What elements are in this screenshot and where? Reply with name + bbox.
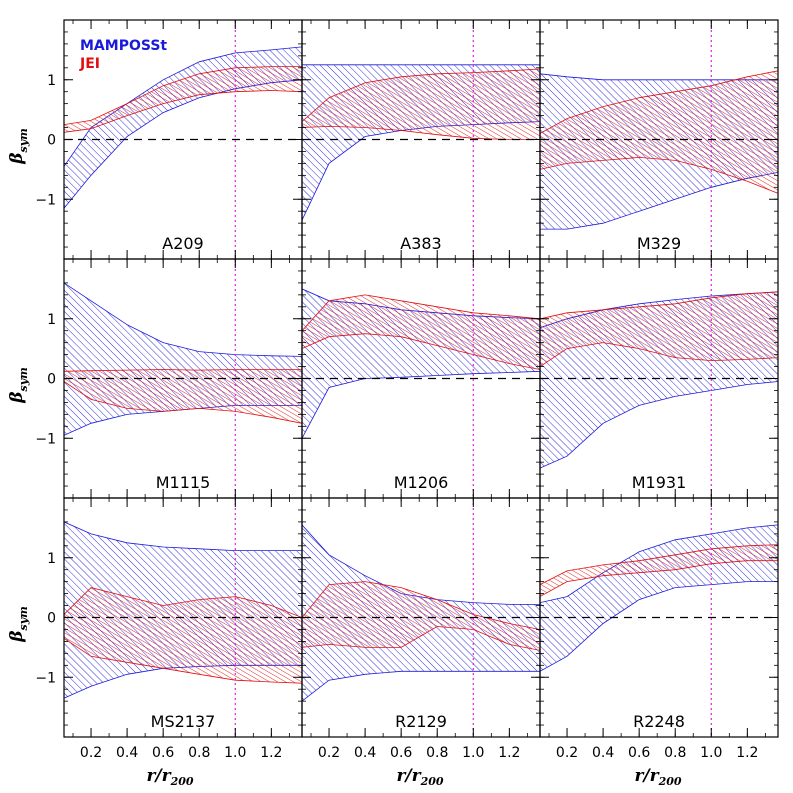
x-tick-label: 0.2 — [318, 745, 340, 761]
y-axis-title-main: β — [7, 630, 27, 642]
panel-MS2137: −1 0 1 0.2 0.4 0.6 0.8 1.0 1.2 MS2137 — [35, 497, 303, 761]
svg-text:βsym: βsym — [7, 128, 30, 165]
svg-text:βsym: βsym — [7, 367, 30, 404]
panel-label: A383 — [400, 234, 441, 253]
y-axis-title-sub: sym — [17, 128, 30, 152]
x-tick-label: 1.2 — [498, 745, 520, 761]
x-tick-label: 0.2 — [80, 745, 102, 761]
panel-label: M1206 — [394, 473, 449, 492]
plot-area — [64, 20, 302, 259]
panel-A209: −1 0 1 A209 — [35, 19, 303, 260]
x-tick-label: 0.8 — [664, 745, 686, 761]
plot-area — [540, 20, 778, 259]
x-axis-title-sub: 200 — [420, 775, 444, 788]
x-axis-title-main: r/r — [634, 766, 659, 786]
panel-label: R2248 — [633, 712, 685, 731]
x-axis-title-sub: 200 — [170, 775, 194, 788]
y-tick-label: −1 — [35, 670, 56, 686]
x-tick-label: 0.4 — [592, 745, 614, 761]
y-tick-label: 0 — [47, 372, 56, 388]
jei-band — [302, 581, 540, 651]
panel-A383: A383 — [301, 19, 541, 260]
x-axis-title-col-1: r/r200 — [146, 766, 193, 788]
jei-band — [302, 294, 540, 370]
svg-text:βsym: βsym — [7, 606, 30, 643]
plot-area — [64, 259, 302, 498]
x-tick-label: 0.2 — [556, 745, 578, 761]
x-tick-label: 1.0 — [462, 745, 484, 761]
y-axis-title-sub: sym — [17, 367, 30, 391]
jei-band — [540, 291, 778, 368]
x-axis-title-main: r/r — [396, 766, 421, 786]
plot-area — [540, 259, 778, 498]
panel-M329: M329 — [539, 19, 779, 260]
panel-M1115: −1 0 1 M1115 — [35, 258, 303, 499]
y-tick-label: −1 — [35, 431, 56, 447]
y-axis-title-main: β — [7, 391, 27, 403]
y-axis-title-row-3: βsym — [7, 606, 30, 643]
x-axis-title-sub: 200 — [658, 775, 682, 788]
x-tick-label: 0.4 — [116, 745, 138, 761]
plot-area — [302, 20, 540, 259]
x-tick-label: 1.0 — [700, 745, 722, 761]
y-tick-label: 0 — [47, 133, 56, 149]
y-axis-title-sub: sym — [17, 606, 30, 630]
panel-label: R2129 — [395, 712, 447, 731]
x-tick-label: 1.2 — [260, 745, 282, 761]
panel-label: M1931 — [632, 473, 687, 492]
legend-jei: JEI — [79, 56, 100, 72]
y-tick-label: 0 — [47, 611, 56, 627]
svg-text:r/r200: r/r200 — [146, 766, 193, 788]
x-tick-label: 0.4 — [354, 745, 376, 761]
jei-band — [64, 369, 302, 424]
panel-R2248: 0.2 0.4 0.6 0.8 1.0 1.2 R2248 — [539, 497, 779, 761]
y-axis-title-row-1: βsym — [7, 128, 30, 165]
x-tick-label: 1.2 — [736, 745, 758, 761]
svg-text:r/r200: r/r200 — [396, 766, 443, 788]
x-axis-title-main: r/r — [146, 766, 171, 786]
x-tick-label: 0.8 — [188, 745, 210, 761]
panel-M1931: M1931 — [539, 258, 779, 499]
panel-label: MS2137 — [151, 712, 216, 731]
plot-area — [64, 498, 302, 737]
y-tick-label: 1 — [47, 551, 56, 567]
plot-area — [302, 498, 540, 737]
y-tick-label: 1 — [47, 73, 56, 89]
plot-area — [302, 259, 540, 498]
x-axis-title-col-3: r/r200 — [634, 766, 681, 788]
x-tick-label: 0.6 — [152, 745, 174, 761]
y-axis-title-row-2: βsym — [7, 367, 30, 404]
jei-band — [540, 544, 778, 598]
jei-band — [540, 70, 778, 194]
jei-band — [64, 66, 302, 133]
x-tick-label: 0.8 — [426, 745, 448, 761]
panel-label: A209 — [162, 234, 203, 253]
legend: MAMPOSSt JEI — [79, 38, 167, 72]
x-tick-label: 0.6 — [628, 745, 650, 761]
panel-label: M1115 — [156, 473, 211, 492]
svg-text:r/r200: r/r200 — [634, 766, 681, 788]
legend-mamposst: MAMPOSSt — [80, 38, 167, 54]
x-tick-label: 1.0 — [224, 745, 246, 761]
panel-R2129: 0.2 0.4 0.6 0.8 1.0 1.2 R2129 — [301, 497, 541, 761]
plot-area — [540, 498, 778, 737]
jei-band — [64, 587, 302, 684]
x-axis-title-col-2: r/r200 — [396, 766, 443, 788]
panel-M1206: M1206 — [301, 258, 541, 499]
panels: −1 0 1 A209 A383 M329 −1 0 1 M1115 M1206 M1931 −1 0 1 0… — [35, 19, 779, 761]
y-tick-label: −1 — [35, 192, 56, 208]
jei-band — [302, 68, 540, 140]
x-tick-label: 0.6 — [390, 745, 412, 761]
y-axis-title-main: β — [7, 152, 27, 164]
panel-label: M329 — [637, 234, 681, 253]
y-tick-label: 1 — [47, 312, 56, 328]
